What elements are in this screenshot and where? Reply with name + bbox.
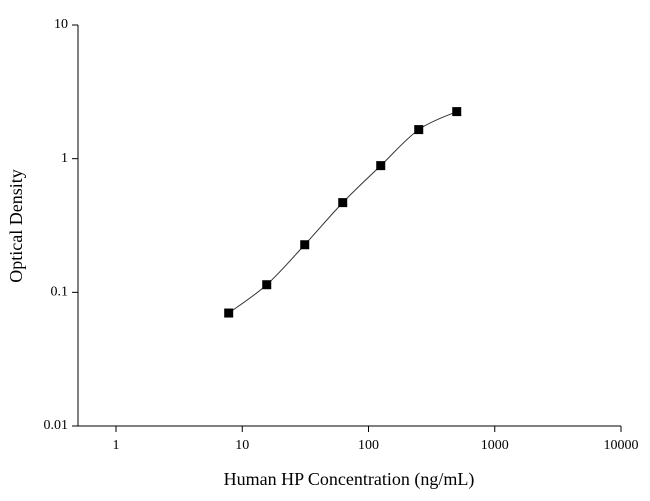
data-point [452, 107, 462, 117]
y-tick-label: 0.01 [44, 418, 69, 433]
x-tick-label: 1000 [481, 438, 509, 453]
x-tick-label: 10000 [604, 438, 639, 453]
x-axis-title: Human HP Concentration (ng/mL) [224, 469, 475, 490]
x-tick-label: 1 [113, 438, 120, 453]
x-tick-label: 10 [235, 438, 249, 453]
y-tick-label: 0.1 [51, 285, 69, 300]
data-point [262, 280, 272, 290]
x-tick-label: 100 [358, 438, 379, 453]
data-point [376, 161, 386, 171]
y-tick-label: 1 [61, 151, 68, 166]
data-point [300, 240, 310, 250]
y-axis-title: Optical Density [6, 169, 26, 282]
data-point [414, 125, 424, 135]
data-point [338, 198, 348, 208]
data-point [224, 308, 234, 318]
y-tick-label: 10 [54, 17, 68, 32]
